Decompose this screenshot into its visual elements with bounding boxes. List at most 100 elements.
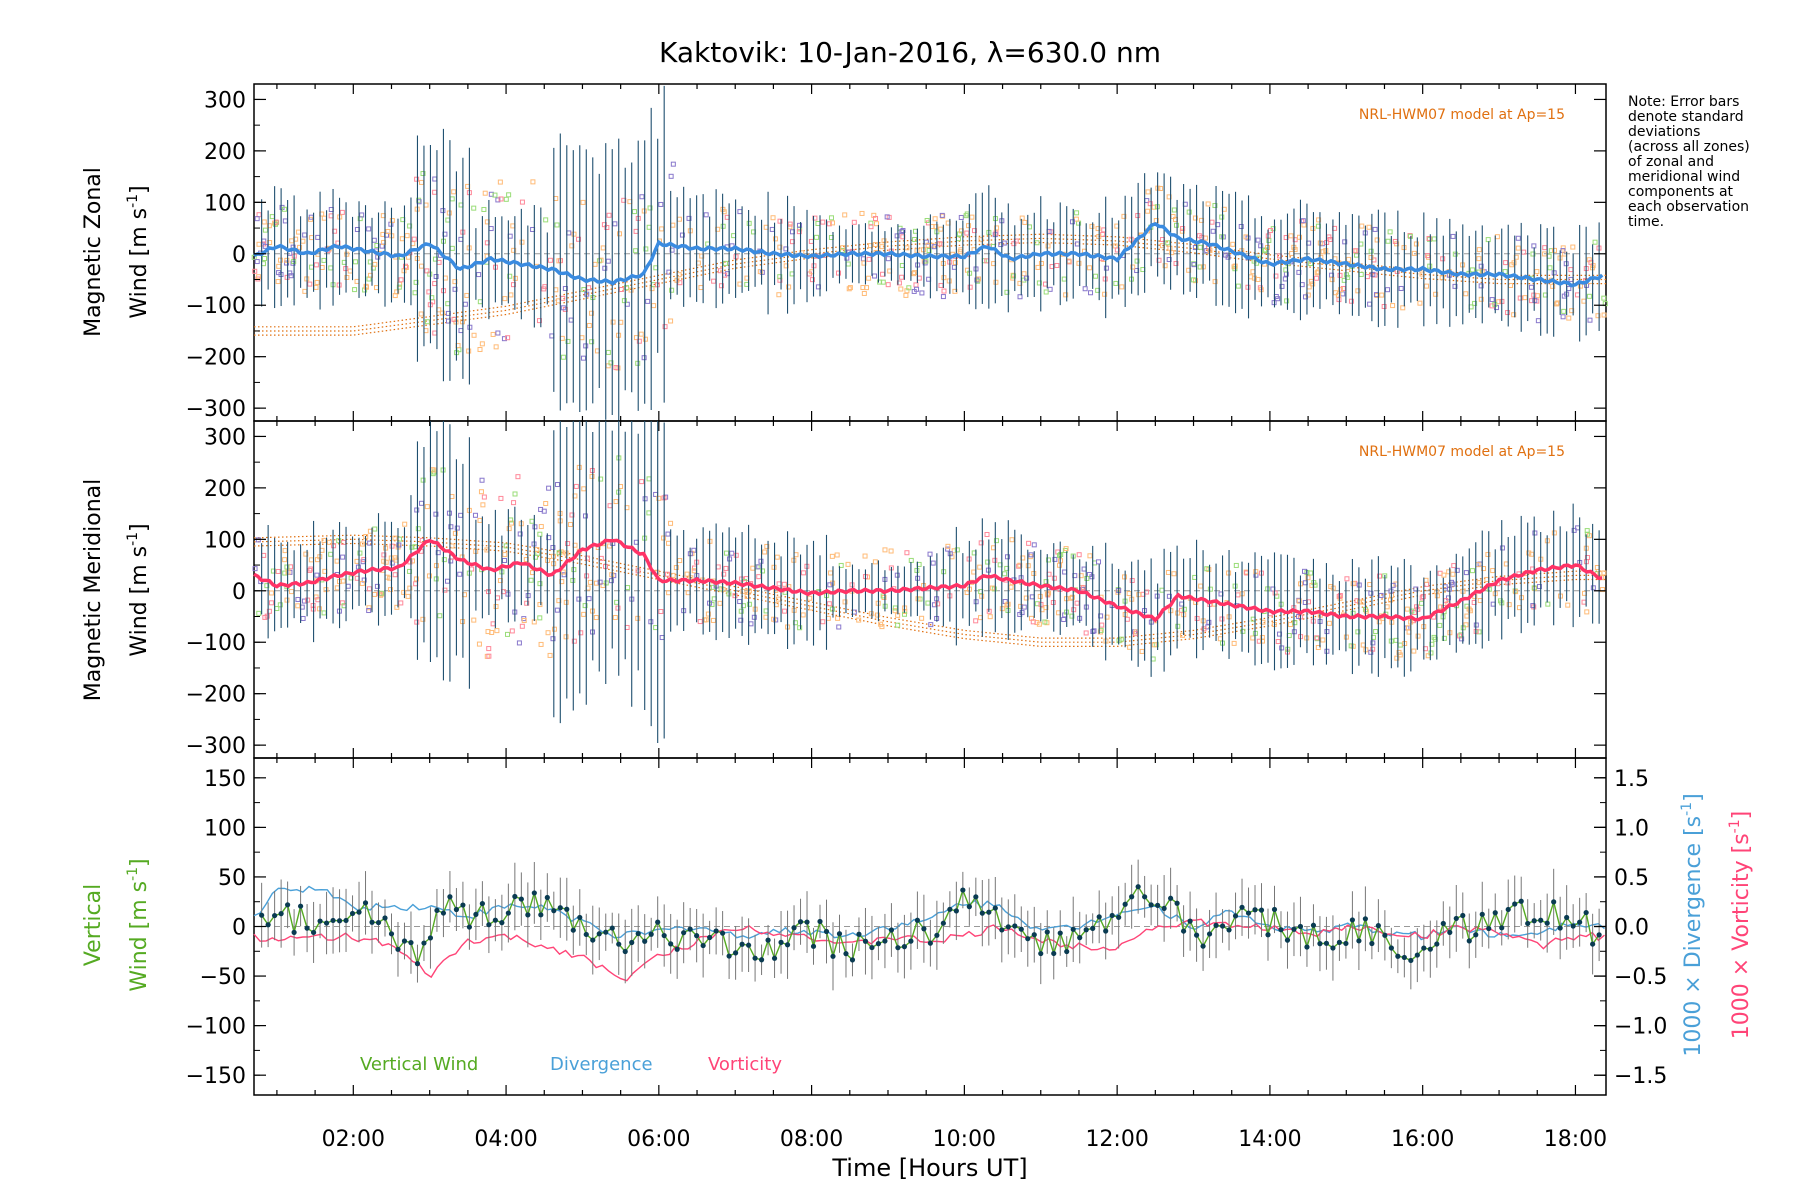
zone-point [829, 220, 835, 226]
zone-point [1431, 634, 1437, 640]
vertical-wind-point [707, 934, 713, 941]
zone-point [439, 310, 445, 316]
zone-point [1017, 294, 1023, 300]
zone-point [479, 341, 485, 347]
zone-point [895, 622, 901, 628]
vertical-wind-point [856, 931, 862, 937]
zone-point [892, 605, 898, 611]
zone-point [519, 623, 525, 629]
zone-point [1503, 260, 1509, 266]
zone-point [345, 583, 351, 589]
zone-point [668, 173, 674, 179]
zone-point [549, 333, 555, 339]
vertical-wind-point [1505, 906, 1511, 913]
zone-point [1305, 575, 1311, 581]
zone-point [1370, 640, 1376, 646]
zone-point [1201, 626, 1207, 632]
zone-point [1370, 646, 1376, 652]
vertical-wind-point [888, 927, 895, 933]
zone-point [1469, 568, 1475, 574]
zone-point [313, 284, 319, 290]
zone-point [1463, 622, 1469, 628]
legend-vorticity: Vorticity [708, 1054, 782, 1075]
zone-point [547, 257, 553, 263]
zone-point [642, 336, 648, 342]
zone-point [458, 236, 464, 242]
zone-point [554, 222, 560, 228]
zone-point [1207, 586, 1213, 592]
vertical-wind-point [1375, 923, 1381, 929]
zone-point [751, 614, 757, 620]
vertical-wind-point [1077, 935, 1083, 941]
zone-point [1568, 267, 1574, 273]
vertical-wind-point [1200, 943, 1206, 949]
zone-point [679, 232, 685, 238]
zone-point [1577, 283, 1583, 289]
zone-point [1233, 562, 1239, 568]
zone-point [1337, 272, 1343, 278]
note-line: of zonal and [1628, 154, 1714, 170]
zone-point [1344, 576, 1350, 582]
zone-point [431, 467, 437, 473]
zone-point [912, 236, 918, 242]
zone-point [589, 310, 595, 316]
zone-point [860, 256, 866, 262]
zone-point [932, 216, 938, 222]
zone-point [366, 226, 372, 232]
zone-point [1561, 308, 1567, 314]
zone-point [506, 192, 512, 198]
zone-point [724, 550, 730, 556]
zone-point [885, 282, 891, 288]
vertical-wind-point [1479, 911, 1485, 917]
zone-point [307, 281, 313, 287]
zone-point [1261, 248, 1267, 254]
zone-point [1024, 275, 1030, 281]
vertical-wind-point [1142, 894, 1148, 900]
zone-point [576, 236, 582, 242]
zone-point [1288, 233, 1294, 239]
zone-point [1251, 275, 1257, 281]
y-tick-label: 100 [204, 191, 246, 216]
zone-point [1428, 650, 1434, 656]
zone-point [282, 570, 288, 576]
zone-point [1426, 235, 1432, 241]
zone-point [402, 521, 408, 527]
zone-point [1522, 295, 1528, 301]
vertical-wind-point [531, 890, 537, 896]
zone-point [1378, 592, 1384, 598]
zone-point [938, 226, 944, 232]
vertical-wind-point [1453, 915, 1459, 922]
zone-point [498, 495, 504, 501]
zone-point [608, 578, 614, 584]
x-tick-label: 16:00 [1391, 1127, 1454, 1152]
zone-point [1385, 287, 1391, 293]
zone-point [1565, 602, 1571, 608]
zone-point [781, 581, 787, 587]
vertical-wind-point [681, 930, 687, 936]
zone-point [973, 618, 979, 624]
zone-point [1004, 554, 1010, 560]
zone-point [717, 600, 723, 606]
y-tick-label: 150 [204, 767, 246, 792]
zone-point [993, 538, 999, 544]
zone-point [289, 589, 295, 595]
zone-point [530, 179, 536, 185]
legend-vertical-wind: Vertical Wind [360, 1054, 478, 1075]
vertical-wind-point [862, 938, 869, 944]
zone-point [581, 486, 587, 492]
zone-point [1469, 267, 1475, 273]
vertical-wind-point [434, 907, 440, 914]
zone-point [371, 237, 377, 243]
vertical-wind-point [784, 942, 791, 948]
zone-point [1219, 214, 1225, 220]
vertical-wind-point [1193, 932, 1200, 938]
zone-point [268, 600, 274, 606]
zone-point [589, 473, 595, 479]
zone-point [1437, 622, 1443, 628]
zone-point [1342, 239, 1348, 245]
zone-point [762, 549, 768, 555]
zone-point [511, 247, 517, 253]
zone-point [834, 552, 840, 558]
zone-point [420, 477, 426, 483]
zone-point [339, 209, 345, 215]
